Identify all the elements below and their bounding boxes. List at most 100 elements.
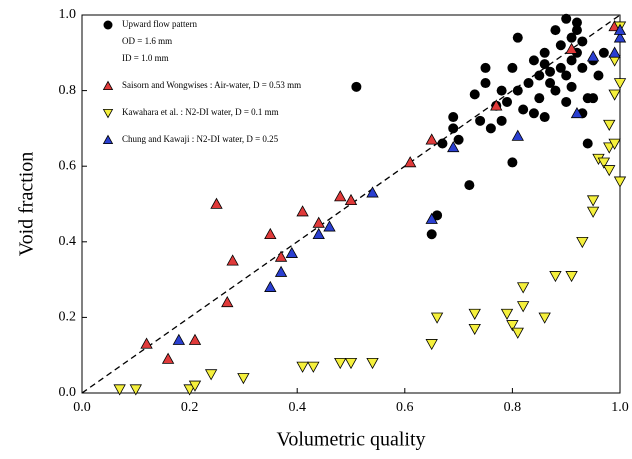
y-tick-label: 1.0 <box>59 7 77 22</box>
x-axis-label: Volumetric quality <box>276 429 425 451</box>
x-tick-label: 0.6 <box>396 400 414 415</box>
point <box>516 282 530 294</box>
point <box>593 70 604 81</box>
point <box>555 62 566 73</box>
point <box>447 140 460 153</box>
point <box>570 106 584 119</box>
point <box>453 134 464 145</box>
point <box>113 384 126 396</box>
point <box>404 156 417 168</box>
point <box>571 17 582 28</box>
point <box>172 333 186 345</box>
point <box>506 320 519 332</box>
point <box>603 119 616 131</box>
point <box>210 197 223 209</box>
point <box>507 62 518 73</box>
point <box>516 301 530 313</box>
point <box>545 78 556 89</box>
point <box>425 339 438 351</box>
y-tick-label: 0.6 <box>59 158 77 173</box>
point <box>582 138 593 149</box>
point <box>366 357 379 370</box>
point <box>549 271 562 283</box>
point <box>344 357 358 370</box>
point <box>432 210 443 221</box>
point <box>550 25 561 36</box>
point <box>480 78 491 89</box>
y-axis-label: Void fraction <box>16 152 38 257</box>
point <box>528 55 539 66</box>
legend-note: OD = 1.6 mm <box>122 36 172 46</box>
point <box>425 212 438 224</box>
point <box>183 384 196 396</box>
legend-marker <box>102 80 114 90</box>
point <box>469 89 480 100</box>
point <box>161 352 175 364</box>
point <box>511 327 524 339</box>
point <box>534 70 545 81</box>
point <box>561 70 572 81</box>
point <box>274 250 288 262</box>
point <box>608 89 621 101</box>
point <box>512 32 523 43</box>
point <box>603 165 616 177</box>
point <box>496 115 507 126</box>
point <box>502 96 513 107</box>
point <box>613 176 627 188</box>
point <box>464 180 475 191</box>
point <box>468 308 481 320</box>
point <box>608 138 621 150</box>
x-tick-label: 0.8 <box>504 400 522 415</box>
point <box>586 50 600 62</box>
point <box>512 85 523 96</box>
x-tick-label: 0.4 <box>288 400 306 415</box>
point <box>566 32 577 43</box>
point <box>566 81 577 92</box>
legend-marker <box>102 109 114 119</box>
point <box>448 123 459 134</box>
point <box>577 62 588 73</box>
point <box>608 46 621 58</box>
point <box>586 195 600 207</box>
point <box>566 55 577 66</box>
point <box>425 133 438 145</box>
x-tick-label: 0.2 <box>181 400 199 415</box>
point <box>577 36 588 47</box>
point <box>545 66 556 77</box>
legend-marker <box>103 20 113 30</box>
point <box>312 216 325 228</box>
point <box>613 23 627 35</box>
point <box>366 186 379 198</box>
point <box>539 59 550 70</box>
point <box>511 129 524 141</box>
point <box>274 265 288 277</box>
legend-label: Chung and Kawaji : N2-DI water, D = 0.25 <box>122 134 279 144</box>
point <box>334 190 347 202</box>
point <box>323 220 336 232</box>
point <box>490 99 503 111</box>
point <box>296 205 309 217</box>
point <box>586 206 600 218</box>
y-tick-label: 0.4 <box>59 234 77 249</box>
point <box>221 295 234 308</box>
point <box>565 271 578 283</box>
y-tick-label: 0.8 <box>59 83 77 98</box>
point <box>588 93 599 104</box>
point <box>129 384 142 396</box>
point <box>550 85 561 96</box>
point <box>538 312 551 324</box>
point <box>523 78 534 89</box>
point <box>430 312 444 324</box>
point <box>426 229 437 240</box>
point <box>312 227 325 240</box>
point <box>539 112 550 123</box>
point <box>226 254 239 266</box>
point <box>571 25 582 36</box>
point <box>528 108 539 119</box>
point <box>555 40 566 51</box>
point <box>468 323 481 336</box>
point <box>344 193 358 206</box>
x-tick-label: 1.0 <box>611 400 629 415</box>
point <box>613 78 627 90</box>
